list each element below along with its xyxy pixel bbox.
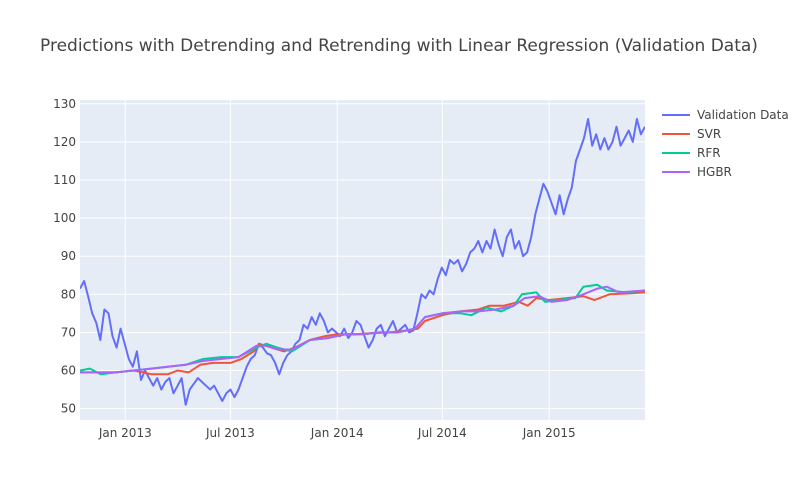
y-tick-label: 80 [61, 287, 76, 301]
legend-label: Validation Data [697, 108, 789, 122]
legend-label: RFR [697, 146, 721, 160]
grid-lines [80, 100, 645, 420]
x-tick-label: Jan 2014 [310, 426, 364, 440]
legend-label: SVR [697, 127, 721, 141]
y-tick-label: 100 [53, 211, 76, 225]
y-tick-label: 90 [61, 249, 76, 263]
x-axis: Jan 2013 Jul 2013 Jan 2014 Jul 2014 Jan 2015 [98, 426, 576, 440]
legend-item-svr[interactable]: SVR [662, 127, 721, 141]
series-group [80, 118, 645, 406]
y-axis: 50 60 70 80 90 100 110 120 130 [53, 97, 76, 416]
x-tick-label: Jan 2015 [522, 426, 576, 440]
series-line-hgbr [80, 285, 645, 374]
y-tick-label: 130 [53, 97, 76, 111]
y-tick-label: 110 [53, 173, 76, 187]
legend-item-hgbr[interactable]: HGBR [662, 165, 732, 179]
x-tick-label: Jul 2013 [205, 426, 255, 440]
chart-title: Predictions with Detrending and Retrendi… [40, 36, 758, 56]
x-tick-label: Jan 2013 [98, 426, 152, 440]
legend-label: HGBR [697, 165, 732, 179]
legend-item-validation-data[interactable]: Validation Data [662, 108, 789, 122]
series-line-validation-data [80, 118, 645, 406]
y-tick-label: 50 [61, 402, 76, 416]
y-tick-label: 70 [61, 325, 76, 339]
y-tick-label: 60 [61, 363, 76, 377]
plot-area [80, 100, 645, 420]
y-tick-label: 120 [53, 135, 76, 149]
legend[interactable]: Validation Data SVR RFR HGBR [662, 108, 789, 179]
x-tick-label: Jul 2014 [417, 426, 467, 440]
legend-item-rfr[interactable]: RFR [662, 146, 721, 160]
